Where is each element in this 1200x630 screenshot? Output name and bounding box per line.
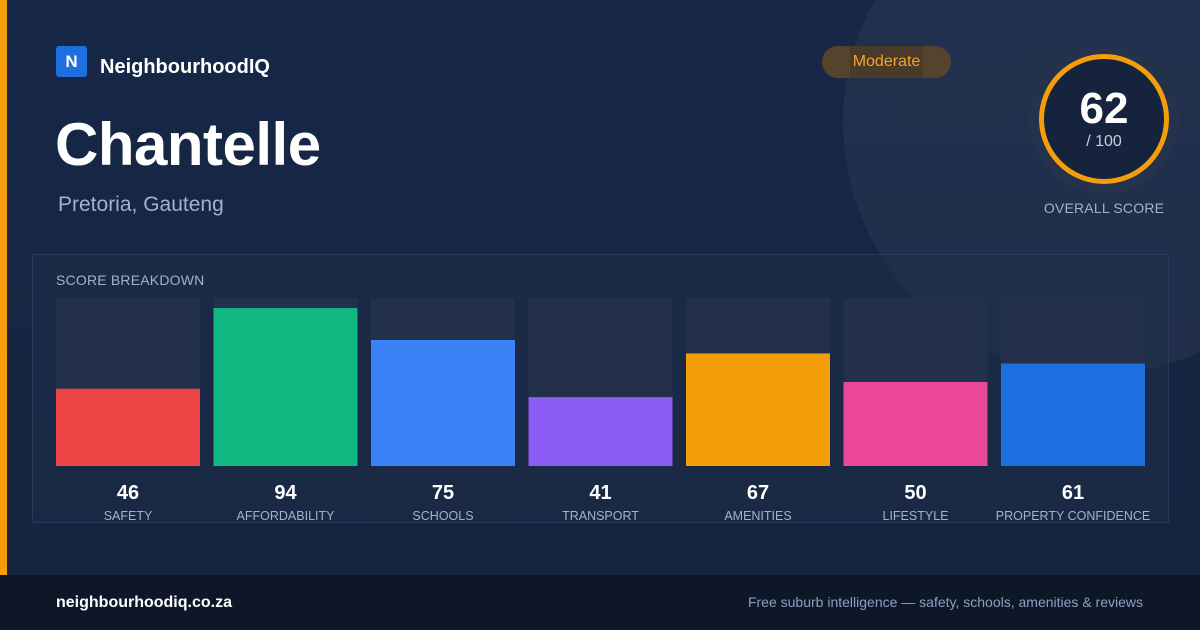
overall-score-label: OVERALL SCORE	[1043, 200, 1165, 216]
accent-bar	[0, 0, 7, 575]
brand-name: NeighbourhoodIQ	[100, 56, 270, 78]
bar-value-label: 50	[904, 482, 926, 504]
category-label: AMENITIES	[724, 509, 791, 523]
bar-property-confidence	[1001, 363, 1145, 466]
score-breakdown-title: SCORE BREAKDOWN	[56, 272, 205, 288]
bar-safety	[56, 388, 200, 466]
category-label: SCHOOLS	[412, 509, 473, 523]
overall-score-value: 62	[1079, 84, 1129, 133]
bar-value-label: 61	[1062, 482, 1084, 504]
category-label: TRANSPORT	[562, 509, 639, 523]
bar-transport	[528, 397, 673, 466]
brand-logo-icon: N	[56, 46, 87, 77]
category-label: PROPERTY CONFIDENCE	[996, 509, 1150, 523]
category-label: AFFORDABILITY	[237, 509, 336, 523]
rating-badge: Moderate	[822, 46, 951, 78]
footer-tagline: Free suburb intelligence — safety, schoo…	[747, 594, 1143, 610]
bar-amenities	[686, 353, 830, 466]
suburb-location: Pretoria, Gauteng	[58, 193, 224, 216]
bar-value-label: 94	[274, 482, 297, 504]
category-label: LIFESTYLE	[883, 509, 949, 523]
score-breakdown-chart: 46 SAFETY 94 AFFORDABILITY 75 SCHOOLS 41 TRANSP…	[56, 298, 1150, 523]
suburb-title: Chantelle	[55, 111, 321, 178]
footer-url[interactable]: neighbourhoodiq.co.za	[56, 594, 232, 611]
overall-score-ring-inner: 62 / 100	[1039, 54, 1169, 184]
bar-affordability	[213, 308, 358, 466]
overall-score-ring: 62 / 100	[1029, 44, 1179, 194]
footer: neighbourhoodiq.co.za Free suburb intell…	[0, 575, 1200, 630]
bar-value-label: 46	[117, 482, 139, 504]
bar-value-label: 41	[589, 482, 611, 504]
bar-value-label: 75	[432, 482, 454, 504]
bar-lifestyle	[843, 382, 988, 466]
category-label: SAFETY	[104, 509, 153, 523]
rating-badge-label: Moderate	[852, 53, 921, 70]
brand: N NeighbourhoodIQ	[56, 46, 270, 78]
overall-score-max: / 100	[1086, 133, 1122, 150]
bar-value-label: 67	[747, 482, 769, 504]
bar-schools	[371, 340, 515, 466]
